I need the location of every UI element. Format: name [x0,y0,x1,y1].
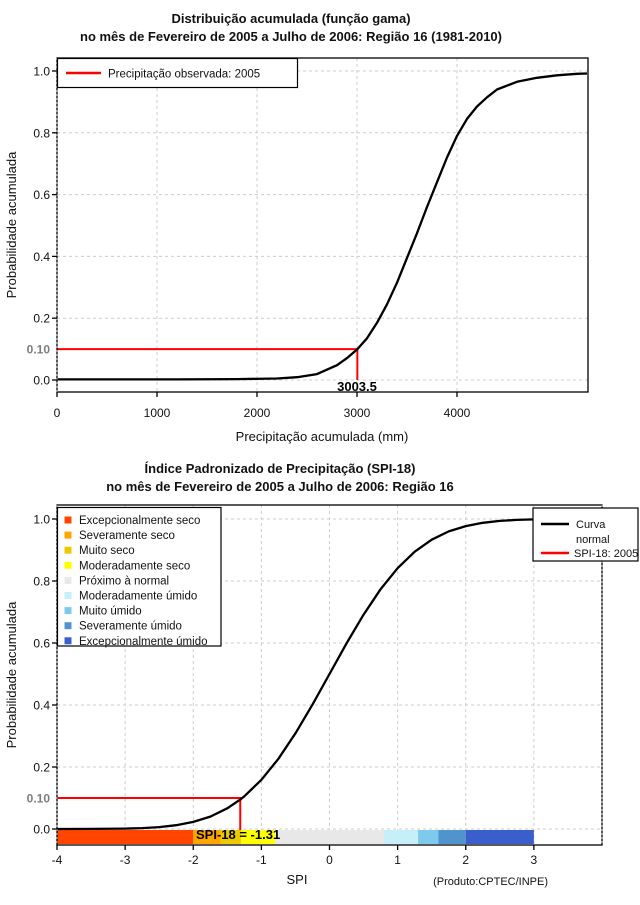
top-axis-ticks: 0 1000 2000 3000 4000 0.0 0.2 0.4 0.6 0.8 1.0 [33,65,470,421]
x-tick-label: -4 [52,853,63,867]
top-legend: Precipitação observada: 2005 [56,57,299,89]
category-color-swatch [64,546,72,554]
category-label: Próximo à normal [79,575,169,587]
y-tick-label: 0.8 [33,126,50,140]
top-title-line2: no mês de Fevereiro de 2005 a Julho de 2… [80,29,502,44]
top-legend-label: Precipitação observada: 2005 [108,69,260,81]
y-tick-label: 1.0 [33,513,50,527]
top-value-annotation: 3003.5 [337,379,377,394]
category-color-swatch [64,592,72,599]
x-tick-label: 0 [326,853,333,867]
y-tick-label: 0.4 [33,699,50,713]
top-prob-tick-label: 0.10 [27,343,51,357]
spi-2005-line [57,797,242,830]
category-label: Excepcionalmente seco [79,515,200,527]
top-title-line1: Distribuição acumulada (função gama) [171,11,410,26]
x-tick-label: 3 [531,853,538,867]
bottom-title-line1: Índice Padronizado de Precipitação (SPI-… [145,461,416,476]
spi-category-segment [240,830,275,844]
spi-category-segment [193,830,221,844]
spi-category-segment [418,830,439,844]
spi-category-legend: Excepcionalmente seco Severamente seco Mui… [56,506,222,648]
curve-legend-label-curva: Curva [576,519,606,531]
normal-cdf-path [56,517,603,831]
curve-legend-label-spi: SPI-18: 2005 [574,548,638,560]
y-tick-label: 0.4 [33,250,50,264]
y-tick-label: 0.0 [33,374,50,388]
y-tick-label: 0.2 [33,312,50,326]
top-gridlines [56,58,588,392]
bottom-highlight-lines [57,797,242,830]
top-yaxis-title: Probabilidade acumulada [4,151,19,298]
y-tick-label: 0.0 [33,823,50,837]
category-label: Muito úmido [79,606,142,618]
bottom-xaxis-title: SPI [287,872,308,887]
y-tick-label: 0.6 [33,637,50,651]
x-tick-label: 4000 [444,406,471,420]
top-plot-frame [56,57,589,393]
bottom-title-line2: no mês de Fevereiro de 2005 a Julho de 2… [106,479,454,494]
x-tick-label: 1 [394,853,401,867]
bottom-yaxis-title: Probabilidade acumulada [4,601,19,748]
top-xaxis-title: Precipitação acumulada (mm) [236,429,409,444]
spi-category-segment [384,830,419,844]
x-tick-label: 2000 [244,406,271,420]
category-label: Muito seco [79,545,135,557]
category-label: Moderadamente úmido [79,591,197,603]
spi-category-legend-box [56,506,222,647]
x-tick-label: 1000 [144,406,171,420]
x-tick-label: 3000 [344,406,371,420]
category-color-swatch [64,561,72,569]
x-tick-label: 2 [462,853,469,867]
category-color-swatch [64,516,72,524]
plot-frame-box [56,57,589,393]
spi-category-legend-items: Excepcionalmente seco Severamente seco Mui… [64,515,208,648]
curve-legend: Curva normal SPI-18: 2005 [532,507,639,562]
curve-legend-label-normal: normal [576,534,610,546]
bottom-prob-tick-label: 0.10 [27,792,51,806]
x-tick-label: -1 [256,853,267,867]
category-label: Excepcionalmente úmido [79,636,208,648]
product-credit: (Produto:CPTEC/INPE) [433,876,548,888]
category-color-swatch [64,637,72,645]
category-color-swatch [64,531,72,539]
x-tick-label: -3 [120,853,131,867]
gamma-cdf-path [57,72,588,381]
category-label: Moderadamente seco [79,560,190,572]
category-color-swatch [64,576,72,584]
x-tick-label: -2 [188,853,199,867]
y-tick-label: 0.6 [33,188,50,202]
spi-category-bar [57,830,534,844]
y-tick-label: 0.2 [33,761,50,775]
x-tick-label: 0 [54,406,61,420]
spi-category-segment [465,830,534,844]
normal-cdf-curve [56,517,603,831]
y-tick-label: 1.0 [33,65,50,79]
category-color-swatch [64,607,72,615]
y-tick-label: 0.8 [33,575,50,589]
spi-category-segment [57,830,194,844]
spi-value-annotation: SPI-18 = -1.31 [196,827,280,842]
category-label: Severamente seco [79,530,175,542]
bottom-axis-ticks: -4 -3 -2 -1 0 1 2 3 0.0 0.2 0.4 0.6 0.8 1.0 [33,513,537,868]
top-gamma-curve [57,72,588,381]
category-label: Severamente úmido [79,621,182,633]
spi-category-segment [220,830,241,844]
spi-category-segment [438,830,466,844]
category-color-swatch [64,622,72,630]
spi-category-segment [275,830,384,844]
